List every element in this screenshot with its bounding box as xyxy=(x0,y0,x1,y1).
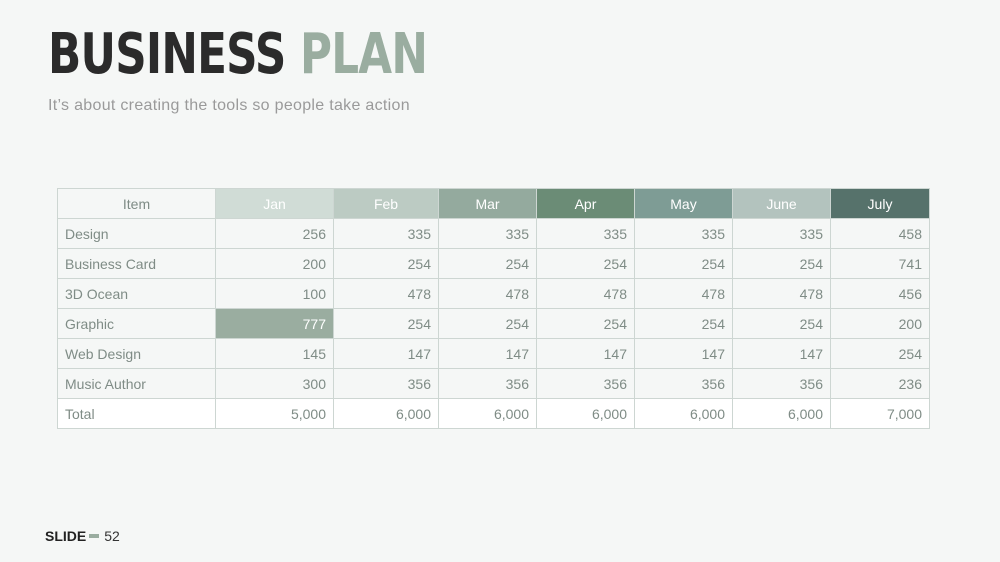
cell-value: 147 xyxy=(536,338,635,369)
title-word-business: BUSINESS xyxy=(48,22,286,87)
cell-value: 100 xyxy=(215,278,334,309)
cell-value: 458 xyxy=(830,218,930,249)
row-label: 3D Ocean xyxy=(57,278,216,309)
cell-value: 254 xyxy=(732,308,831,339)
cell-value: 456 xyxy=(830,278,930,309)
table-total-row: Total 5,000 6,000 6,000 6,000 6,000 6,000 7,000 xyxy=(57,398,930,429)
cell-value: 356 xyxy=(634,368,733,399)
slide-footer: SLIDE 52 xyxy=(45,528,120,544)
cell-value: 741 xyxy=(830,248,930,279)
footer-slide-label: SLIDE xyxy=(45,528,87,544)
cell-value: 145 xyxy=(215,338,334,369)
table-body: Design 256 335 335 335 335 335 458 Business Card… xyxy=(57,218,930,429)
cell-value: 5,000 xyxy=(215,398,334,429)
cell-value: 335 xyxy=(536,218,635,249)
row-label: Graphic xyxy=(57,308,216,339)
cell-value: 254 xyxy=(536,248,635,279)
row-label: Music Author xyxy=(57,368,216,399)
cell-value: 478 xyxy=(732,278,831,309)
cell-value: 6,000 xyxy=(732,398,831,429)
cell-value: 6,000 xyxy=(438,398,537,429)
table-row: Graphic 777 254 254 254 254 254 200 xyxy=(57,308,930,339)
cell-value: 335 xyxy=(438,218,537,249)
cell-value: 254 xyxy=(438,248,537,279)
cell-value: 6,000 xyxy=(634,398,733,429)
cell-value: 356 xyxy=(438,368,537,399)
cell-value: 335 xyxy=(333,218,439,249)
cell-value: 200 xyxy=(215,248,334,279)
slide-title: BUSINESS PLAN xyxy=(48,22,428,88)
cell-value: 356 xyxy=(333,368,439,399)
cell-value: 356 xyxy=(536,368,635,399)
business-plan-table: Item Jan Feb Mar Apr May June July Design 256 33… xyxy=(57,188,930,429)
cell-value: 777 xyxy=(215,308,334,339)
row-label: Total xyxy=(57,398,216,429)
header-month-june: June xyxy=(732,188,831,219)
row-label: Web Design xyxy=(57,338,216,369)
cell-value: 200 xyxy=(830,308,930,339)
cell-value: 254 xyxy=(536,308,635,339)
cell-value: 254 xyxy=(438,308,537,339)
cell-value: 478 xyxy=(536,278,635,309)
cell-value: 254 xyxy=(830,338,930,369)
header-month-mar: Mar xyxy=(438,188,537,219)
cell-value: 254 xyxy=(634,248,733,279)
table-row: Design 256 335 335 335 335 335 458 xyxy=(57,218,930,249)
cell-value: 254 xyxy=(634,308,733,339)
header-month-july: July xyxy=(830,188,930,219)
row-label: Design xyxy=(57,218,216,249)
footer-dash xyxy=(89,534,100,538)
table-row: Music Author 300 356 356 356 356 356 236 xyxy=(57,368,930,399)
header-month-feb: Feb xyxy=(333,188,439,219)
slide-number: 52 xyxy=(104,528,120,544)
cell-value: 147 xyxy=(634,338,733,369)
cell-value: 254 xyxy=(333,248,439,279)
cell-value: 147 xyxy=(333,338,439,369)
cell-value: 478 xyxy=(438,278,537,309)
cell-value: 147 xyxy=(438,338,537,369)
header-month-may: May xyxy=(634,188,733,219)
cell-value: 236 xyxy=(830,368,930,399)
header-month-apr: Apr xyxy=(536,188,635,219)
cell-value: 300 xyxy=(215,368,334,399)
cell-value: 335 xyxy=(732,218,831,249)
cell-value: 6,000 xyxy=(536,398,635,429)
row-label: Business Card xyxy=(57,248,216,279)
cell-value: 7,000 xyxy=(830,398,930,429)
table-row: 3D Ocean 100 478 478 478 478 478 456 xyxy=(57,278,930,309)
cell-value: 254 xyxy=(333,308,439,339)
cell-value: 256 xyxy=(215,218,334,249)
cell-value: 478 xyxy=(333,278,439,309)
cell-value: 6,000 xyxy=(333,398,439,429)
cell-value: 254 xyxy=(732,248,831,279)
slide-subtitle: It’s about creating the tools so people … xyxy=(48,97,410,114)
header-month-jan: Jan xyxy=(215,188,334,219)
cell-value: 356 xyxy=(732,368,831,399)
table-row: Business Card 200 254 254 254 254 254 741 xyxy=(57,248,930,279)
header-item: Item xyxy=(57,188,216,219)
cell-value: 335 xyxy=(634,218,733,249)
table-row: Web Design 145 147 147 147 147 147 254 xyxy=(57,338,930,369)
cell-value: 147 xyxy=(732,338,831,369)
cell-value: 478 xyxy=(634,278,733,309)
table-header-row: Item Jan Feb Mar Apr May June July xyxy=(57,188,930,219)
title-word-plan: PLAN xyxy=(300,22,428,87)
